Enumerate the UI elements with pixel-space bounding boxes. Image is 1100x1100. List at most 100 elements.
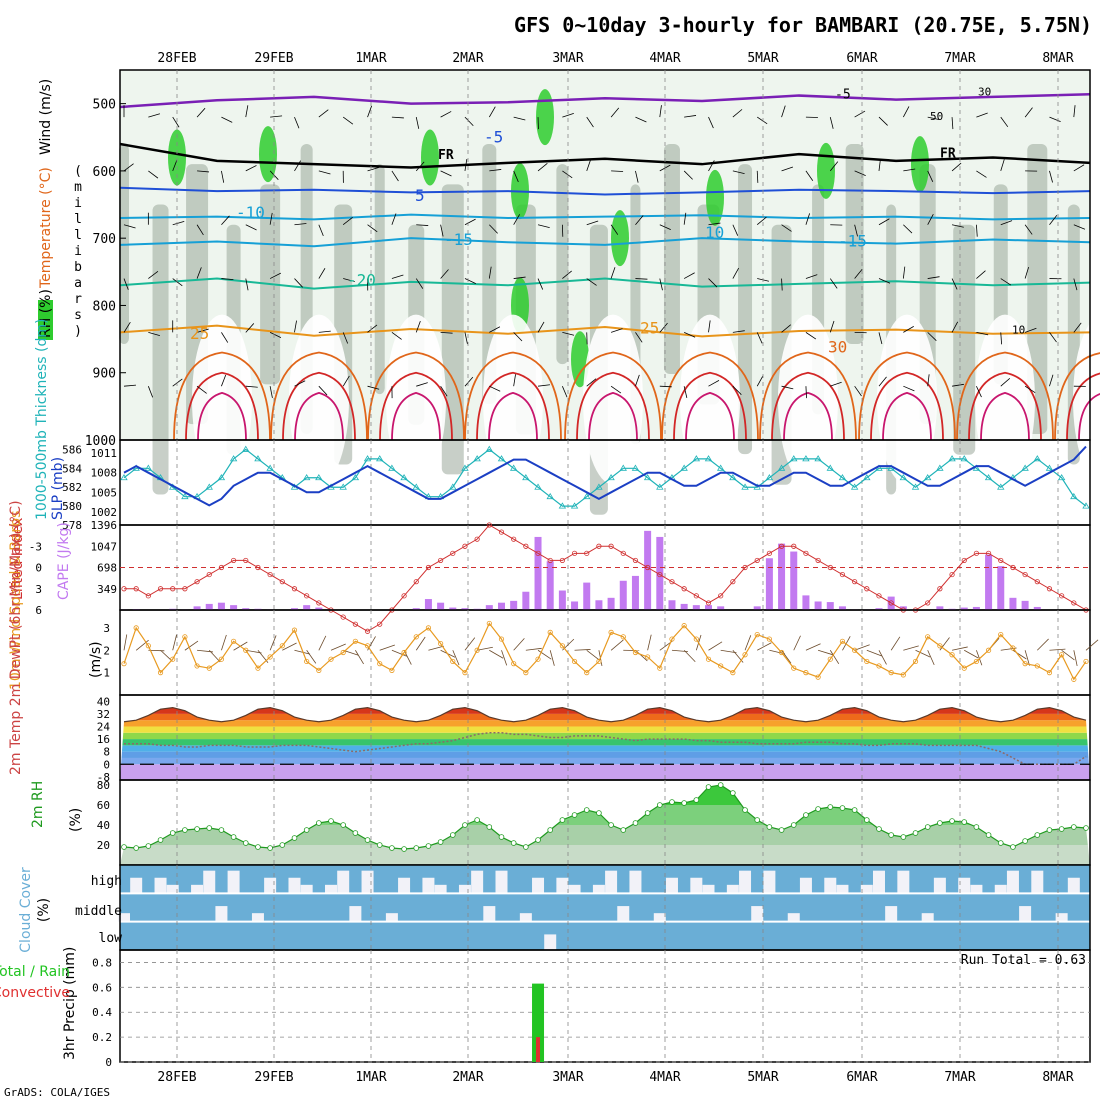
- lifted-index-point: [730, 579, 736, 585]
- lifted-index-point: [839, 571, 846, 578]
- wind-barb: [318, 170, 331, 175]
- wind-barb: [659, 385, 672, 388]
- wind-barb: [1049, 215, 1058, 225]
- wind-barb: [440, 170, 452, 177]
- temp-contour: [968, 371, 1042, 441]
- thickness-point: [765, 474, 774, 481]
- wind-barb: [415, 278, 424, 289]
- thickness-point: [680, 464, 688, 471]
- thickness-point: [863, 474, 871, 481]
- cloud-gap: [203, 870, 216, 894]
- rh-contour-label: 10: [1012, 324, 1025, 337]
- y-tick-label: 900: [93, 367, 116, 382]
- cloud-gap: [495, 870, 508, 894]
- lifted-index-point: [218, 564, 225, 571]
- rh-green-region: [611, 210, 629, 267]
- cloud-gap: [568, 884, 581, 894]
- wind-barb: [659, 322, 668, 333]
- temp-contour: [759, 351, 857, 441]
- temp-contour: [980, 391, 1030, 441]
- cape-tick-label: 698: [97, 562, 117, 575]
- temp-contour: [588, 391, 638, 441]
- lifted-index-point: [973, 550, 980, 556]
- rh-green-region: [421, 129, 439, 186]
- lifted-index-line: [124, 524, 1087, 632]
- cape-bar: [193, 606, 201, 610]
- wind-barb: [903, 224, 913, 234]
- wind-barb: [781, 385, 794, 390]
- wind-barb: [683, 272, 695, 279]
- wind-barb: [756, 216, 767, 226]
- top-day-label: 3MAR: [552, 51, 583, 66]
- wind10m-barb: [428, 645, 444, 651]
- wind10m-left-labels: 10m Wind Speed & Barbs (m/s): [8, 511, 104, 690]
- bottom-day-label: 29FEB: [254, 1070, 293, 1085]
- cape-bar: [644, 530, 652, 610]
- thickness-point: [1082, 502, 1090, 509]
- y-axis-label-char: a: [74, 276, 82, 291]
- wind-barb: [245, 385, 258, 388]
- wind-barb: [270, 115, 283, 118]
- wind-barb: [708, 320, 711, 333]
- wind10m-point: [852, 647, 858, 653]
- wind-barb: [513, 214, 521, 225]
- temp2m-tick-label: 8: [103, 746, 110, 759]
- wind-barb: [951, 321, 959, 333]
- wind10m-barb: [549, 650, 555, 666]
- thickness-point: [497, 455, 506, 462]
- y-axis-label-char: m: [74, 180, 82, 195]
- wind-barb: [610, 385, 622, 394]
- wind10m-barb: [403, 650, 412, 665]
- cape-bar: [1021, 600, 1029, 610]
- slp-label: SLP (mb): [50, 457, 66, 520]
- wind10m-point: [267, 654, 273, 660]
- wind-barb: [221, 332, 229, 343]
- temp-contour: [464, 351, 562, 441]
- wind10m-barb: [306, 650, 317, 664]
- wind-barb: [756, 116, 768, 125]
- wind-barb: [416, 382, 428, 387]
- wind-barb: [367, 167, 380, 172]
- wind-barb: [489, 169, 502, 172]
- cloud-gap: [434, 884, 447, 894]
- cloud-gap: [799, 877, 812, 894]
- wind-barb: [732, 109, 743, 118]
- wind-barb: [221, 116, 233, 123]
- rh2m-point: [352, 830, 359, 836]
- thickness-point: [400, 474, 408, 481]
- thickness-point: [948, 455, 956, 462]
- rh2m-tick-label: 40: [97, 819, 110, 832]
- precip-convective-bar: [536, 1037, 541, 1062]
- wind-barb: [635, 332, 643, 343]
- li-tick-label: -3: [29, 540, 42, 553]
- temp-contour: [367, 351, 465, 441]
- cloud-gap: [556, 877, 569, 894]
- rh-label: RH (%): [38, 289, 54, 338]
- y-axis-label-char: l: [74, 212, 82, 227]
- wind10m-point: [511, 661, 517, 667]
- ua-left-labels: RH (%)Temperature (°C) Wind (m/s): [38, 79, 54, 340]
- cloud-gap: [921, 913, 934, 922]
- lifted-index-point: [206, 571, 212, 578]
- wind10m-barb: [890, 636, 901, 651]
- cape-bar: [680, 603, 688, 610]
- lifted-index-point: [718, 593, 724, 599]
- cloud-background: [120, 865, 1090, 950]
- wind10m-panel: [119, 609, 1091, 696]
- temp-contour: [119, 324, 1091, 338]
- cloud-row-label: high: [91, 874, 122, 889]
- wind-barb: [903, 326, 914, 333]
- rh2m-point: [839, 805, 846, 811]
- lifted-index-point: [571, 550, 578, 556]
- wind-barb: [123, 224, 136, 229]
- cape-bar: [595, 600, 603, 610]
- lifted-index-point: [133, 586, 139, 592]
- rh2m-point: [498, 834, 505, 840]
- rh2m-point: [194, 826, 200, 832]
- y-tick-label: 800: [93, 299, 116, 314]
- lifted-index-point: [937, 586, 943, 592]
- bottom-day-label: 2MAR: [452, 1070, 483, 1085]
- temp-band: [120, 732, 1090, 740]
- wind10m-barb: [781, 650, 792, 664]
- lifted-index-point: [413, 579, 419, 585]
